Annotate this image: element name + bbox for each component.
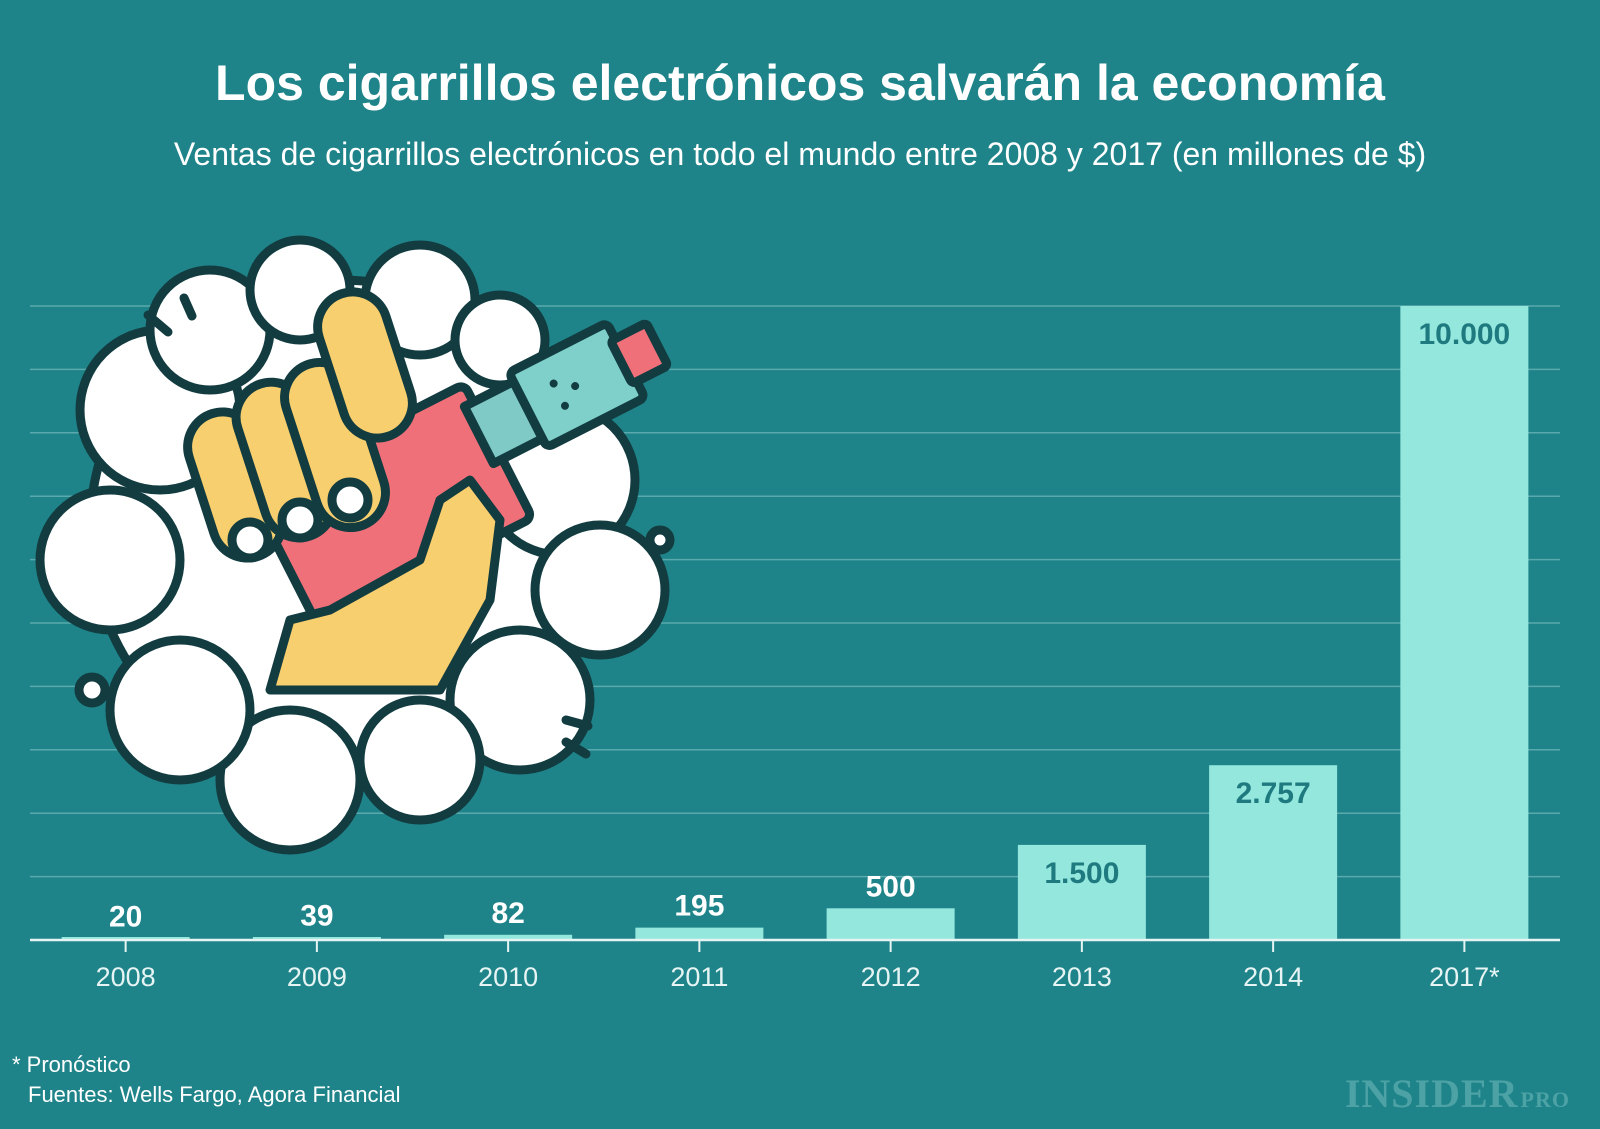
value-label-2009: 39: [300, 900, 333, 933]
value-label-2012: 500: [866, 870, 916, 903]
value-label-2013: 1.500: [1044, 857, 1119, 890]
brand-main: INSIDER: [1344, 1071, 1519, 1116]
value-label-2011: 195: [674, 890, 724, 923]
chart-subtitle: Ventas de cigarrillos electrónicos en to…: [173, 136, 1427, 172]
footnote: * Pronóstico Fuentes: Wells Fargo, Agora…: [12, 1050, 401, 1110]
brand-sub: PRO: [1520, 1087, 1570, 1112]
bar-2011: [635, 927, 764, 940]
hand-holding-vape-icon: [35, 235, 675, 855]
x-tick-label-2010: 2010: [478, 962, 538, 992]
value-label-2017*: 10.000: [1418, 318, 1510, 351]
bar-2009: [252, 937, 381, 940]
forecast-note: * Pronóstico: [12, 1052, 131, 1077]
bar-2017*: [1400, 306, 1529, 940]
x-axis: 2008 2009 2010 2011 2012 2013 2014 2017*: [30, 938, 1560, 992]
x-tick-label-2012: 2012: [861, 962, 921, 992]
x-tick-label-2011: 2011: [670, 962, 728, 992]
bar-2008: [61, 937, 190, 940]
bar-2012: [826, 908, 955, 940]
value-label-2010: 82: [491, 897, 524, 930]
sources-note: Fuentes: Wells Fargo, Agora Financial: [28, 1082, 401, 1107]
brand-logo: INSIDERPRO: [1345, 1070, 1570, 1117]
x-tick-label-2014: 2014: [1243, 962, 1303, 992]
bars: [61, 306, 1529, 940]
bar-2010: [444, 934, 573, 940]
bar-2014: [1209, 765, 1338, 940]
value-label-2014: 2.757: [1236, 777, 1311, 810]
x-tick-label-2013: 2013: [1052, 962, 1112, 992]
x-tick-label-2009: 2009: [287, 962, 347, 992]
value-labels: 20 39 82 195 500 1.500 2.757 10.000: [109, 318, 1510, 934]
value-label-2008: 20: [109, 901, 142, 934]
chart-title: Los cigarrillos electrónicos salvarán la…: [215, 55, 1385, 111]
x-tick-label-2008: 2008: [96, 962, 156, 992]
bar-2013: [1017, 844, 1146, 940]
x-tick-label-2017*: 2017*: [1429, 962, 1500, 992]
